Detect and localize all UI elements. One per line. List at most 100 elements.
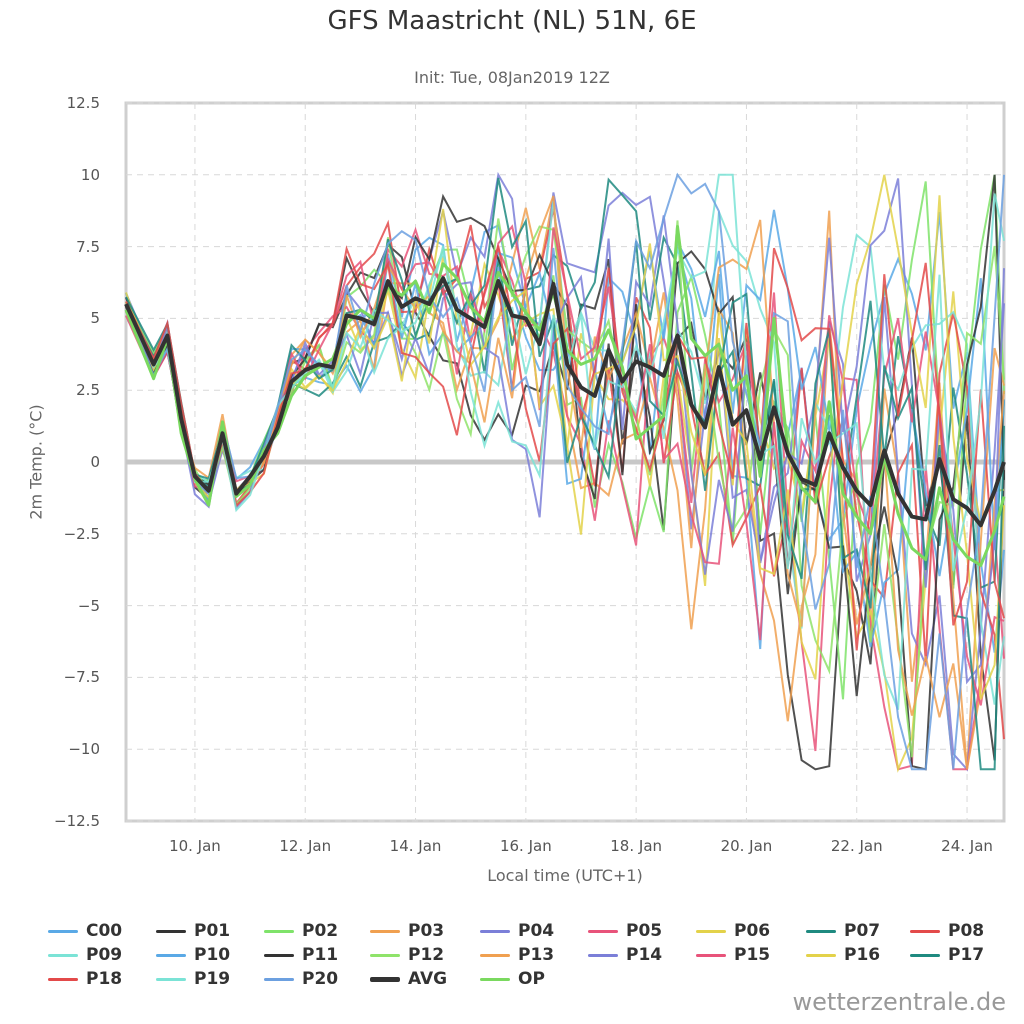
legend-label: P09 <box>86 945 123 965</box>
legend-label: P15 <box>734 945 771 965</box>
series-line-op <box>124 225 1006 567</box>
legend-label: P17 <box>948 945 985 965</box>
legend-item-p13[interactable]: P13 <box>480 944 554 966</box>
legend-item-p09[interactable]: P09 <box>48 944 122 966</box>
y-tick-label: −5 <box>77 596 100 615</box>
legend-label: P02 <box>302 921 339 941</box>
legend-item-p02[interactable]: P02 <box>264 920 338 942</box>
legend-swatch <box>480 929 510 933</box>
legend-label: P06 <box>734 921 771 941</box>
legend-swatch <box>696 953 726 957</box>
legend-label: P16 <box>844 945 881 965</box>
legend-label: AVG <box>408 969 448 989</box>
legend-item-p11[interactable]: P11 <box>264 944 338 966</box>
y-tick-label: −7.5 <box>63 668 100 687</box>
legend-label: OP <box>518 969 545 989</box>
legend-item-p18[interactable]: P18 <box>48 968 122 990</box>
legend-label: P14 <box>626 945 663 965</box>
legend-swatch <box>910 953 940 957</box>
legend-label: P10 <box>194 945 231 965</box>
legend-swatch <box>156 953 186 957</box>
legend-swatch <box>264 977 294 981</box>
x-tick-label: 22. Jan <box>830 837 883 855</box>
legend-swatch <box>588 953 618 957</box>
legend-item-p15[interactable]: P15 <box>696 944 770 966</box>
legend-label: P12 <box>408 945 445 965</box>
legend-item-avg[interactable]: AVG <box>370 968 447 990</box>
legend-item-c00[interactable]: C00 <box>48 920 122 942</box>
legend-swatch <box>48 977 78 981</box>
x-tick-label: 14. Jan <box>389 837 442 855</box>
legend-swatch <box>370 953 400 957</box>
legend-swatch <box>588 929 618 933</box>
credit-watermark: wetterzentrale.de <box>792 988 1006 1016</box>
legend-item-p05[interactable]: P05 <box>588 920 662 942</box>
legend-item-p17[interactable]: P17 <box>910 944 984 966</box>
legend-item-p10[interactable]: P10 <box>156 944 230 966</box>
y-tick-label: −12.5 <box>54 812 100 830</box>
legend-item-p19[interactable]: P19 <box>156 968 230 990</box>
y-tick-label: 0 <box>90 453 100 471</box>
legend-label: P03 <box>408 921 445 941</box>
legend-item-p14[interactable]: P14 <box>588 944 662 966</box>
legend-label: P04 <box>518 921 555 941</box>
legend-swatch <box>370 929 400 933</box>
legend-item-p08[interactable]: P08 <box>910 920 984 942</box>
legend-swatch <box>806 953 836 957</box>
y-tick-label: 10 <box>80 165 100 184</box>
y-tick-label: 5 <box>90 309 100 328</box>
legend-item-p12[interactable]: P12 <box>370 944 444 966</box>
legend-swatch <box>156 929 186 933</box>
series-line-p13 <box>125 195 1005 770</box>
y-tick-label: 2.5 <box>76 381 100 400</box>
legend-label: P08 <box>948 921 985 941</box>
ensemble-members <box>125 171 1005 773</box>
legend-item-p16[interactable]: P16 <box>806 944 880 966</box>
legend-item-p07[interactable]: P07 <box>806 920 880 942</box>
legend-swatch <box>370 976 400 982</box>
series-lines <box>124 225 1006 567</box>
y-tick-label: −2.5 <box>63 524 100 543</box>
x-tick-label: 16. Jan <box>499 837 552 855</box>
series-line-avg <box>124 276 1006 528</box>
x-tick-label: 20. Jan <box>720 837 773 855</box>
legend-label: P13 <box>518 945 555 965</box>
x-tick-label: 10. Jan <box>169 837 221 855</box>
legend-item-p01[interactable]: P01 <box>156 920 230 942</box>
x-tick-label: 12. Jan <box>279 837 332 855</box>
legend-item-p20[interactable]: P20 <box>264 968 338 990</box>
legend-label: P18 <box>86 969 123 989</box>
legend-swatch <box>696 929 726 933</box>
legend-swatch <box>910 929 940 933</box>
legend-item-p03[interactable]: P03 <box>370 920 444 942</box>
grid <box>126 102 1004 822</box>
legend-label: P20 <box>302 969 339 989</box>
series-line-p20 <box>125 172 1005 771</box>
legend-swatch <box>480 953 510 957</box>
x-tick-label: 24. Jan <box>941 837 993 855</box>
legend-item-op[interactable]: OP <box>480 968 545 990</box>
y-tick-label: 12.5 <box>66 94 100 112</box>
legend-label: P05 <box>626 921 663 941</box>
legend-label: P07 <box>844 921 881 941</box>
chart-title: GFS Maastricht (NL) 51N, 6E <box>327 6 697 36</box>
legend-label: P01 <box>194 921 231 941</box>
y-tick-label: −10 <box>68 740 100 759</box>
legend-swatch <box>806 929 836 933</box>
legend-label: C00 <box>86 921 123 941</box>
legend-label: P19 <box>194 969 231 989</box>
y-tick-label: 7.5 <box>76 237 100 256</box>
legend-swatch <box>480 977 510 981</box>
legend-swatch <box>264 929 294 933</box>
legend-swatch <box>156 977 186 981</box>
legend-label: P11 <box>302 945 339 965</box>
legend-swatch <box>48 929 78 933</box>
legend-item-p04[interactable]: P04 <box>480 920 554 942</box>
x-tick-label: 18. Jan <box>610 837 663 855</box>
x-axis-label: Local time (UTC+1) <box>487 866 643 885</box>
chart-subtitle: Init: Tue, 08Jan2019 12Z <box>414 68 610 87</box>
legend-swatch <box>264 953 294 957</box>
legend-swatch <box>48 953 78 957</box>
legend-item-p06[interactable]: P06 <box>696 920 770 942</box>
